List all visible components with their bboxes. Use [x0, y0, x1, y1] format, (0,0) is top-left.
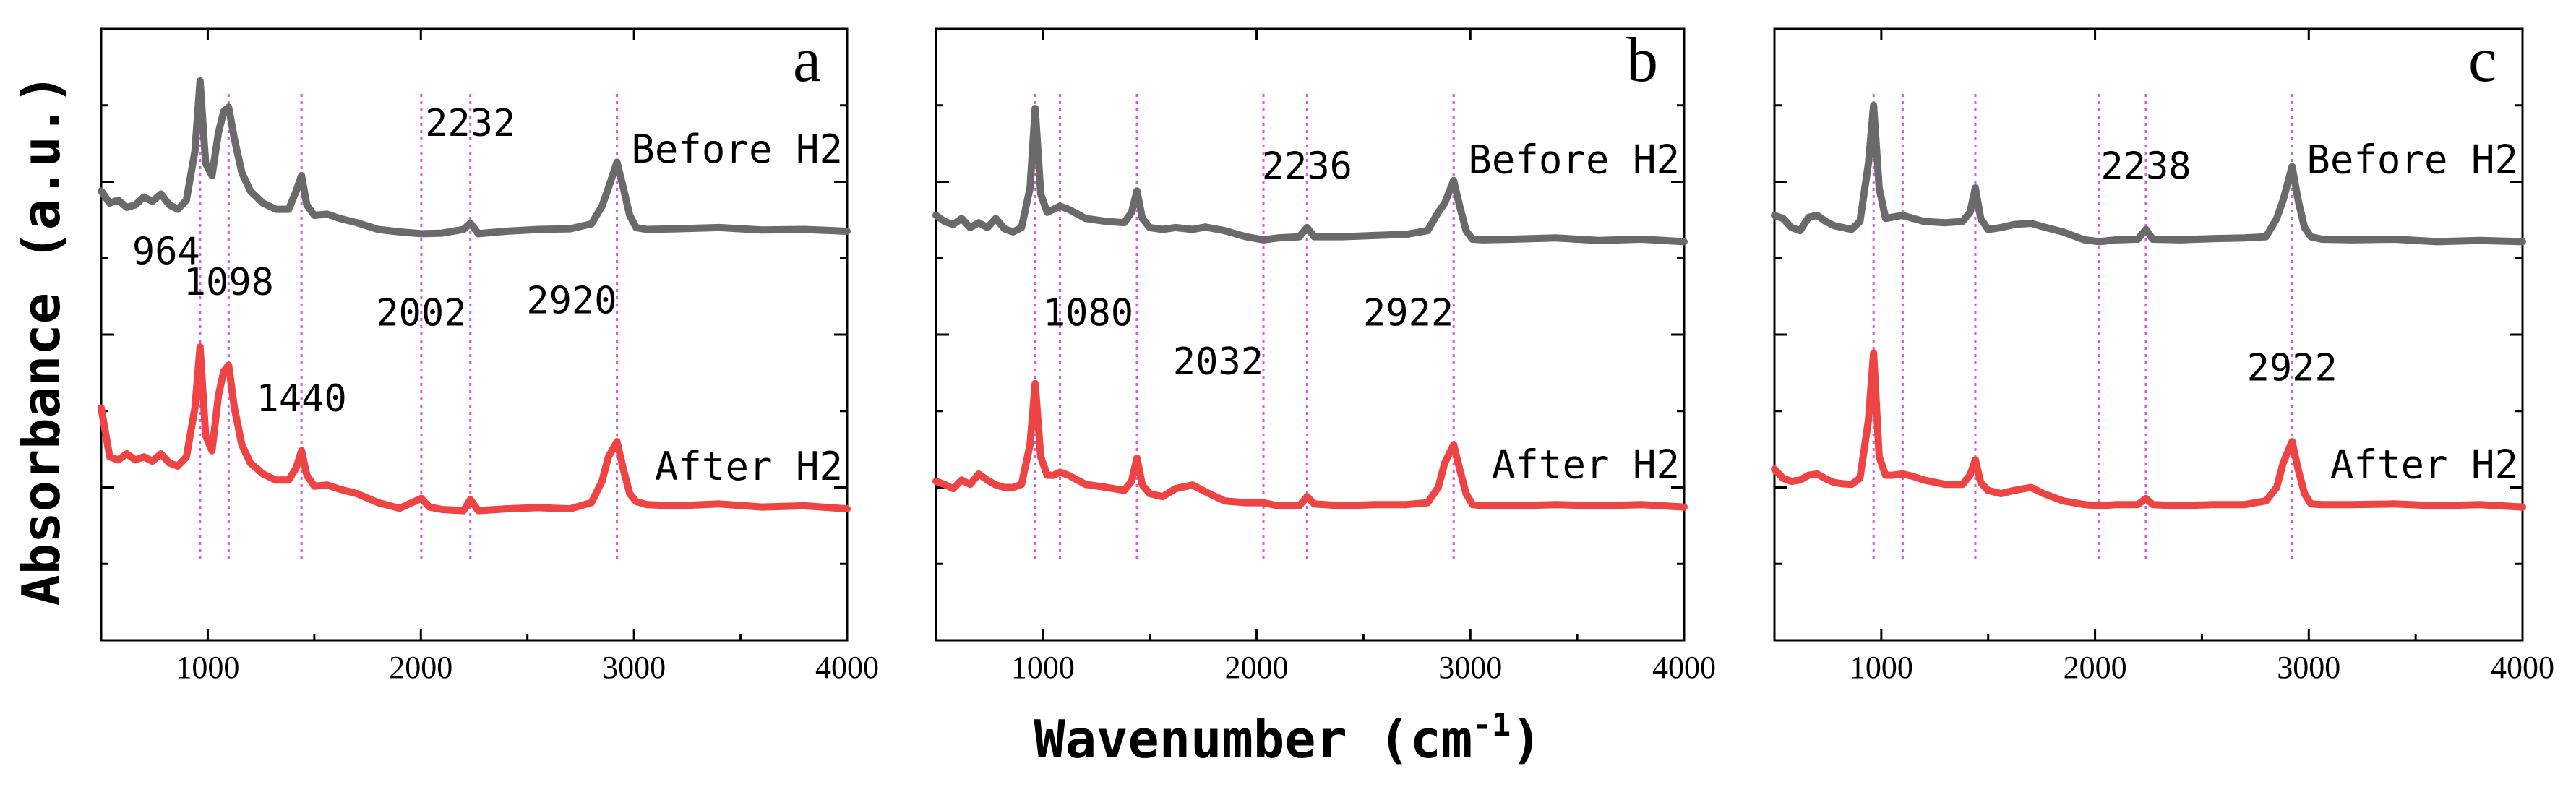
peak-label: 2920 [526, 279, 617, 322]
x-tick-label: 1000 [176, 650, 239, 685]
peak-label: 2236 [1262, 145, 1352, 188]
series-before-h2 [1771, 101, 2526, 246]
x-tick-label: 2000 [2064, 650, 2127, 685]
peak-label: 964 [132, 231, 200, 274]
x-axis-label: Wavenumber (cm-1) [1034, 707, 1542, 770]
series-before-h2 [932, 105, 1688, 246]
peak-label: 1098 [184, 261, 274, 304]
panel-frame [1773, 27, 2524, 642]
series-after-h2 [1771, 349, 2526, 511]
legend-after-h2: After H2 [655, 444, 843, 489]
x-tick-label: 3000 [602, 650, 666, 685]
peak-label: 2002 [376, 291, 466, 335]
legend-before-h2: Before H2 [631, 126, 843, 172]
panel-letter: a [793, 25, 821, 95]
legend-before-h2: Before H2 [2306, 137, 2518, 182]
panel-letter: c [2468, 25, 2496, 95]
x-axis-label-close: ) [1511, 709, 1542, 770]
x-tick-label: 1000 [1850, 650, 1913, 685]
x-tick-label: 3000 [1438, 650, 1502, 685]
peak-label: 1080 [1043, 291, 1133, 335]
peak-label: 2032 [1173, 340, 1263, 384]
x-tick-label: 4000 [2491, 650, 2554, 685]
panel-letter: b [1626, 25, 1658, 95]
x-tick-label: 2000 [389, 650, 452, 685]
x-axis-label-superscript: -1 [1472, 707, 1511, 744]
panel-c: 1000 2000 3000 4000 2238 2922 Before H2 After H… [1771, 25, 2554, 685]
panel-b: 1000 2000 3000 4000 1080 2032 2236 2922 Before H… [932, 25, 1716, 685]
peak-label: 2232 [425, 102, 515, 145]
x-tick-label: 2000 [1225, 650, 1289, 685]
x-tick-label: 3000 [2277, 650, 2340, 685]
series-after-h2 [98, 343, 851, 515]
y-axis-label: Absorbance (a.u.) [11, 74, 72, 606]
peak-label: 2922 [1363, 291, 1454, 335]
x-axis-label-text: Wavenumber (cm [1034, 709, 1472, 770]
peak-label: 1440 [257, 377, 347, 421]
x-tick-label: 1000 [1011, 650, 1075, 685]
x-tick-label: 4000 [1652, 650, 1716, 685]
peak-label: 2238 [2100, 145, 2191, 188]
series-before-h2 [98, 77, 851, 238]
series-after-h2 [932, 379, 1688, 511]
legend-after-h2: After H2 [2330, 442, 2518, 488]
legend-after-h2: After H2 [1492, 442, 1680, 488]
legend-before-h2: Before H2 [1468, 137, 1680, 182]
peak-label: 2922 [2247, 346, 2337, 390]
x-tick-label: 4000 [815, 650, 879, 685]
